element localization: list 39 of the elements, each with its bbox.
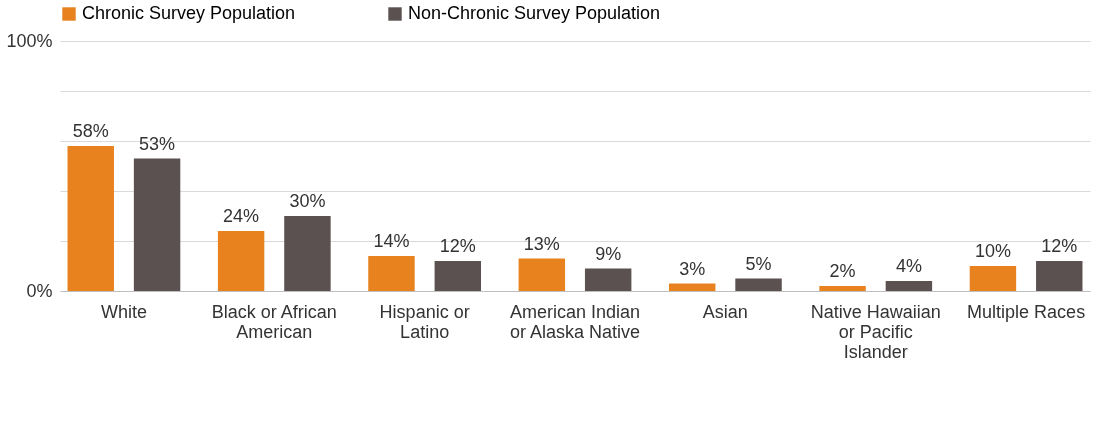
bar [1036,261,1083,291]
data-label: 4% [895,256,922,276]
data-label: 30% [289,191,326,211]
data-label: 12% [1041,236,1078,256]
data-label: 10% [974,241,1011,261]
bar [67,146,114,291]
legend-label: Non-Chronic Survey Population [408,3,661,23]
data-label: 14% [373,231,410,251]
data-label: 9% [595,243,622,264]
bar [217,231,265,291]
bar [969,266,1017,291]
x-tick-label: White [100,301,147,322]
bar [518,258,566,291]
legend-label: Chronic Survey Population [82,3,296,23]
data-label: 58% [72,121,109,141]
bar [885,281,933,291]
data-label: 24% [223,206,260,226]
data-label: 12% [439,236,476,256]
bar [735,278,782,291]
bar [133,158,181,291]
bar [434,261,482,291]
x-tick-label: Multiple Races [967,301,1086,322]
bar [668,283,716,291]
bar [819,286,866,291]
x-tick-label: Asian [702,301,748,322]
data-label: 53% [139,133,176,154]
y-tick-label: 0% [26,280,53,301]
bar [584,268,632,291]
data-label: 5% [745,253,772,274]
y-tick-label: 100% [6,30,53,51]
x-tick-label: Hispanic or Latino [379,301,470,342]
x-tick-label: American Indian or Alaska Native [509,301,641,342]
x-tick-label: Black or African American [211,301,337,342]
bar [284,216,331,291]
data-label: 2% [829,261,856,281]
data-label: 3% [679,258,706,279]
x-tick-label: Native Hawaiian or Pacific Islander [810,301,941,362]
data-label: 13% [523,233,560,254]
bar [368,256,415,291]
